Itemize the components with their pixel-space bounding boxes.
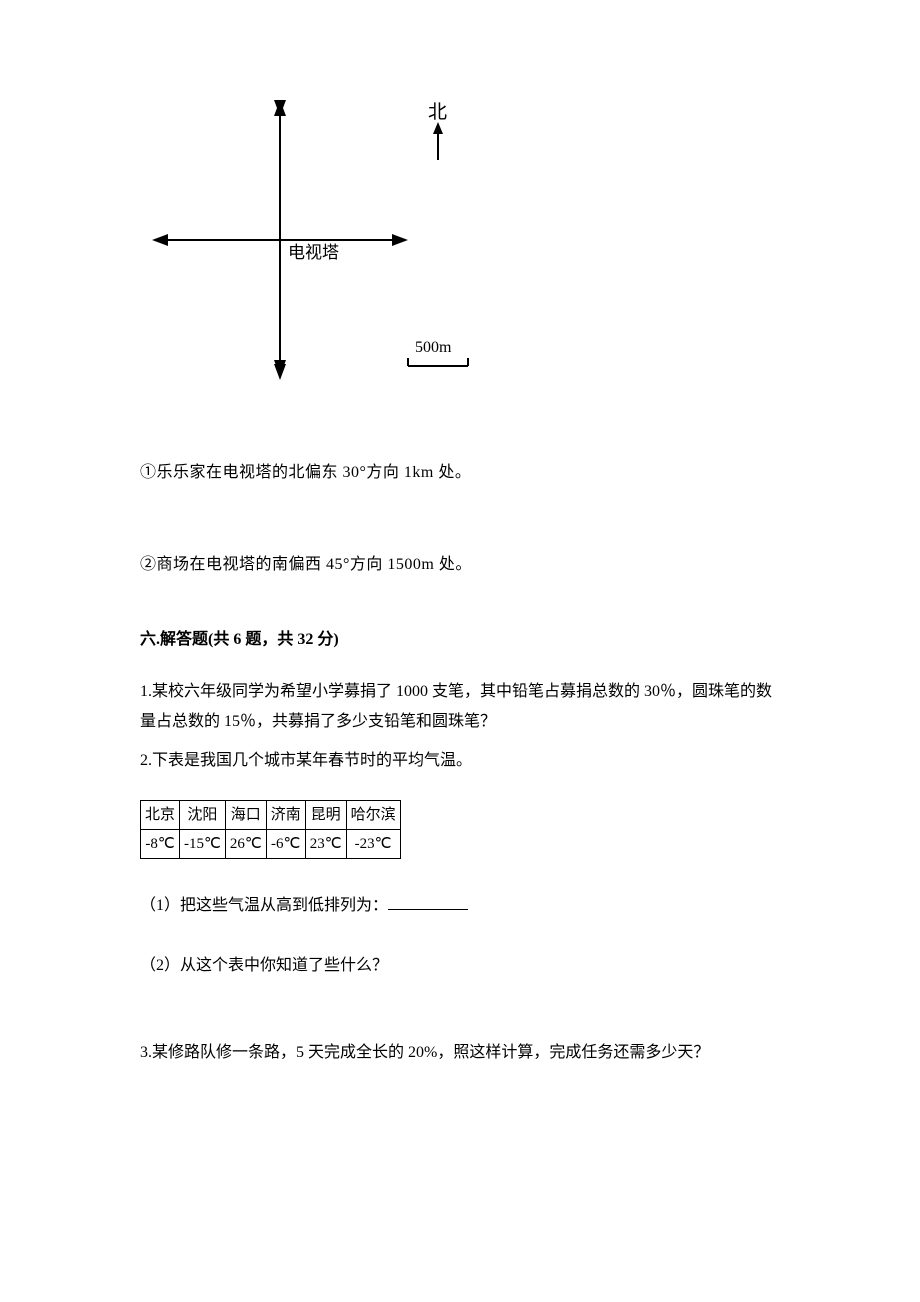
table-cell: 昆明	[305, 800, 346, 829]
table-cell: -15℃	[180, 829, 226, 858]
question-2-sub1: （1）把这些气温从高到低排列为：	[140, 893, 780, 919]
question-2-intro: 2.下表是我国几个城市某年春节时的平均气温。	[140, 746, 780, 776]
scale-label: 500m	[415, 339, 452, 356]
center-label: 电视塔	[288, 243, 339, 262]
question-1: 1.某校六年级同学为希望小学募捐了 1000 支笔，其中铅笔占募捐总数的 30％…	[140, 677, 780, 738]
section-header: 六.解答题(共 6 题，共 32 分)	[140, 627, 780, 653]
sub1-text: （1）把这些气温从高到低排列为：	[140, 897, 388, 914]
table-cell: 沈阳	[180, 800, 226, 829]
table-cell: -8℃	[141, 829, 180, 858]
annotation-1: ①乐乐家在电视塔的北偏东 30°方向 1km 处。	[140, 460, 780, 486]
diagram-svg: 电视塔 北 500m	[140, 80, 480, 420]
compass-diagram: 电视塔 北 500m	[140, 80, 480, 420]
answer-blank	[388, 896, 468, 910]
table-cell: 26℃	[225, 829, 266, 858]
question-2-sub2: （2）从这个表中你知道了些什么？	[140, 953, 780, 979]
table-cell: 23℃	[305, 829, 346, 858]
temperature-table: 北京 沈阳 海口 济南 昆明 哈尔滨 -8℃ -15℃ 26℃ -6℃ 23℃ …	[140, 800, 401, 859]
question-3: 3.某修路队修一条路，5 天完成全长的 20%，照这样计算，完成任务还需多少天？	[140, 1038, 780, 1068]
table-cell: 海口	[225, 800, 266, 829]
annotation-2: ②商场在电视塔的南偏西 45°方向 1500m 处。	[140, 552, 780, 578]
table-cell: 济南	[266, 800, 305, 829]
table-row: 北京 沈阳 海口 济南 昆明 哈尔滨	[141, 800, 401, 829]
table-cell: -6℃	[266, 829, 305, 858]
table-cell: 哈尔滨	[346, 800, 400, 829]
table-cell: -23℃	[346, 829, 400, 858]
table-row: -8℃ -15℃ 26℃ -6℃ 23℃ -23℃	[141, 829, 401, 858]
table-cell: 北京	[141, 800, 180, 829]
north-label: 北	[428, 101, 447, 123]
